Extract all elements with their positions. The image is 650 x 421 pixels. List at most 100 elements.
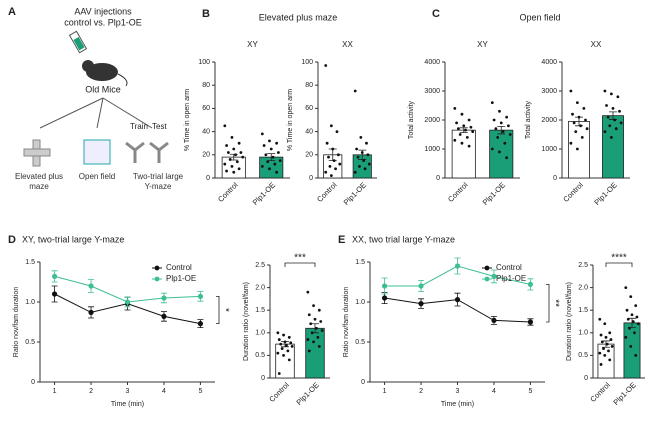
y-axis-label: Total activity xyxy=(525,100,532,139)
data-point xyxy=(605,342,609,346)
ymaze-icon xyxy=(125,141,169,163)
data-point xyxy=(327,155,330,159)
test-name: Open field xyxy=(78,172,116,181)
data-point xyxy=(636,322,640,326)
data-point xyxy=(616,95,620,99)
data-point xyxy=(88,309,94,315)
data-point xyxy=(454,297,461,303)
y-axis-label: Duration ratio (novel/fam) xyxy=(243,282,250,361)
legend-label: Plp1-OE xyxy=(166,274,196,283)
panel-title: AAV injections xyxy=(74,6,132,16)
data-point xyxy=(454,263,461,269)
data-point xyxy=(527,281,534,287)
y-tick-label: 2.5 xyxy=(255,262,265,269)
significance-bracket xyxy=(605,262,633,267)
data-point xyxy=(508,133,512,136)
data-point xyxy=(289,341,293,345)
y-tick-label: 80 xyxy=(202,82,210,89)
y-axis-label: % Time in open arm xyxy=(287,89,294,151)
data-point xyxy=(360,151,364,154)
x-tick-label: Control xyxy=(446,180,470,204)
data-point xyxy=(607,349,610,353)
chart-subtitle: XY xyxy=(477,40,488,49)
data-point xyxy=(286,349,290,353)
bar xyxy=(568,121,590,179)
data-point xyxy=(456,127,460,131)
x-tick-label: Plp1-OE xyxy=(342,180,368,206)
data-point xyxy=(306,338,310,341)
legend-marker xyxy=(484,265,490,271)
data-point xyxy=(630,313,634,317)
data-point xyxy=(88,283,94,289)
chart-subtitle: XX xyxy=(591,40,602,49)
data-point xyxy=(505,115,509,119)
error-bar xyxy=(267,153,276,161)
x-tick-label: Control xyxy=(267,380,291,404)
data-point xyxy=(602,347,605,351)
y-tick-label: 2.5 xyxy=(578,262,588,269)
data-point xyxy=(262,144,266,147)
data-point xyxy=(276,331,280,335)
x-tick-label: 5 xyxy=(528,388,532,395)
y-tick-label: 1.5 xyxy=(25,259,35,266)
data-point xyxy=(307,349,311,353)
data-point xyxy=(527,319,534,325)
data-point xyxy=(232,147,236,151)
data-point xyxy=(309,322,313,326)
x-axis-label: Time (min) xyxy=(441,401,474,408)
data-point xyxy=(460,141,464,145)
y-tick-label: 0 xyxy=(206,175,210,182)
data-point xyxy=(232,170,236,174)
data-point xyxy=(460,112,464,116)
data-point xyxy=(366,153,370,157)
data-point xyxy=(230,165,234,168)
data-point xyxy=(462,124,466,128)
data-point xyxy=(336,153,340,157)
panel-letter: E xyxy=(338,234,345,246)
data-point xyxy=(582,107,586,110)
error-bar xyxy=(497,125,506,135)
data-point xyxy=(358,165,361,168)
data-point xyxy=(228,158,232,161)
y-tick-label: 2.0 xyxy=(255,284,265,291)
data-point xyxy=(491,273,497,279)
data-point xyxy=(611,107,615,110)
data-point xyxy=(273,162,277,166)
data-point xyxy=(618,109,621,113)
significance: *** xyxy=(294,253,306,264)
data-point xyxy=(334,167,337,171)
data-point xyxy=(603,354,607,357)
data-point xyxy=(325,141,329,145)
data-point xyxy=(491,317,497,323)
y-axis-label: Total activity xyxy=(408,100,415,139)
data-point xyxy=(625,308,629,312)
mouse xyxy=(82,60,128,87)
x-tick-label: Control xyxy=(588,380,612,404)
x-tick-label: Plp1-OE xyxy=(481,180,507,206)
data-point xyxy=(223,124,227,128)
data-point xyxy=(277,151,280,154)
data-point xyxy=(278,159,282,163)
significance-bracket xyxy=(546,284,550,323)
data-point xyxy=(237,167,241,171)
data-point xyxy=(453,138,457,142)
data-point xyxy=(312,340,315,344)
data-point xyxy=(492,118,496,122)
y-tick-label: 1.0 xyxy=(255,330,265,337)
train-label: Train xyxy=(130,122,148,131)
data-point xyxy=(507,124,510,128)
chart-subtitle: XX xyxy=(342,40,353,49)
y-tick-label: 4000 xyxy=(541,59,557,66)
data-point xyxy=(290,344,294,348)
data-point xyxy=(580,136,584,139)
data-point xyxy=(276,351,280,355)
data-point xyxy=(496,136,500,139)
data-point xyxy=(624,286,628,289)
data-point xyxy=(634,304,638,308)
y-tick-label: 1.5 xyxy=(255,307,265,314)
data-point xyxy=(51,273,58,279)
data-point xyxy=(490,147,494,151)
test-label: Test xyxy=(152,122,167,131)
data-point xyxy=(367,162,371,166)
y-tick-label: 1000 xyxy=(424,146,440,153)
